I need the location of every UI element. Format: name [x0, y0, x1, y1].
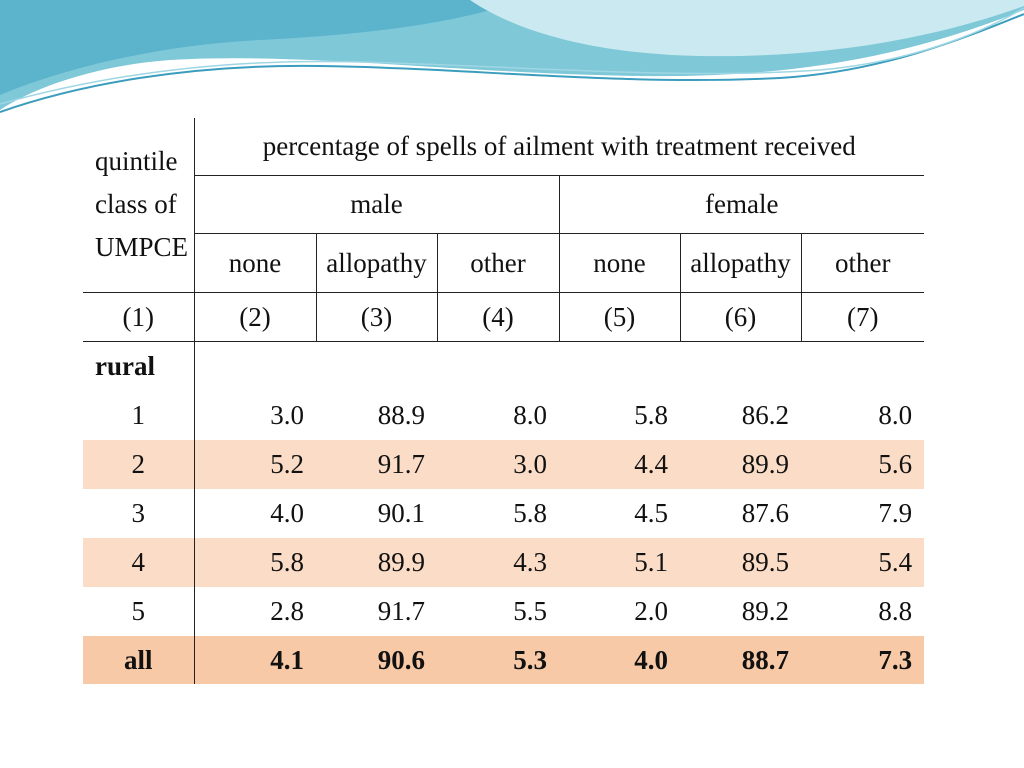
table-cell: 5.8: [634, 400, 668, 430]
group-header-male: male: [194, 175, 560, 234]
table-row: 1 3.0 88.9 8.0 5.8 86.2 8.0: [83, 391, 924, 440]
table-cell: 87.6: [741, 498, 789, 528]
table-cell: 89.5: [680, 538, 801, 587]
table-cell: 5.3: [437, 636, 559, 684]
table-cell: 5.5: [513, 596, 547, 626]
corner-label-line: UMPCE: [95, 232, 189, 262]
table-row: 5 2.8 91.7 5.5 2.0 89.2 8.8: [83, 587, 924, 636]
table-cell: 7.9: [878, 498, 913, 528]
subheader: allopathy: [680, 233, 802, 293]
table-cell: 89.9: [316, 538, 437, 587]
table-cell: 5.1: [559, 538, 680, 587]
column-number: (1): [83, 292, 195, 342]
table-cell: 4.3: [437, 538, 559, 587]
decorative-wave-banner: [0, 0, 1024, 113]
table-cell: 90.6: [316, 636, 437, 684]
table-cell: 8.0: [513, 400, 547, 430]
subheader: none: [194, 233, 317, 293]
corner-label-line: class of: [95, 189, 177, 219]
table-cell: 90.1: [377, 498, 425, 528]
row-label: 4: [83, 538, 195, 587]
table-cell: 2.8: [270, 596, 304, 626]
table-cell: 2.0: [634, 596, 668, 626]
header-row-title: quintile class of UMPCE percentage of sp…: [83, 118, 925, 293]
treatment-table-container: quintile class of UMPCE percentage of sp…: [83, 118, 925, 684]
header-row-column-numbers: (1) (2) (3) (4) (5) (6) (7): [83, 292, 925, 342]
table-cell: 5.4: [801, 538, 925, 587]
table-cell: 91.7: [316, 440, 437, 489]
column-number: (3): [316, 292, 438, 342]
column-number: (6): [680, 292, 802, 342]
section-label: rural: [83, 341, 195, 391]
table-cell: 8.8: [878, 596, 913, 626]
table-cell: 4.0: [270, 498, 304, 528]
table-cell: 3.0: [270, 400, 304, 430]
header-row-groups: male female: [83, 175, 925, 234]
table-cell: 5.8: [194, 538, 316, 587]
table-row: 2 5.2 91.7 3.0 4.4 89.9 5.6: [83, 440, 925, 489]
table-cell: 5.6: [801, 440, 925, 489]
header-row-subheaders: none allopathy other none allopathy othe…: [83, 233, 925, 293]
subheader: allopathy: [316, 233, 438, 293]
row-label: all: [83, 636, 195, 684]
row-label: 5: [83, 587, 195, 636]
subheader: none: [559, 233, 681, 293]
corner-label-line: quintile: [95, 146, 178, 176]
table-cell: 91.7: [377, 596, 425, 626]
subheader: other: [437, 233, 560, 293]
section-row-rural: rural: [83, 341, 924, 391]
column-number: (7): [801, 292, 925, 342]
group-header-female: female: [559, 175, 925, 234]
table-cell: 4.5: [634, 498, 668, 528]
table-cell: 86.2: [741, 400, 789, 430]
table-cell: 7.3: [801, 636, 925, 684]
table-cell: 3.0: [437, 440, 559, 489]
table-cell: 89.9: [680, 440, 801, 489]
table-cell: 4.4: [559, 440, 680, 489]
subheader: other: [801, 233, 925, 293]
table-row-total: all 4.1 90.6 5.3 4.0 88.7 7.3: [83, 636, 925, 684]
table-cell: 4.1: [194, 636, 316, 684]
table-row: 4 5.8 89.9 4.3 5.1 89.5 5.4: [83, 538, 925, 587]
table-cell: 4.0: [559, 636, 680, 684]
corner-label: quintile class of UMPCE: [83, 118, 195, 293]
row-label: 3: [83, 489, 195, 538]
table-cell: 5.8: [513, 498, 547, 528]
top-header: percentage of spells of ailment with tre…: [194, 118, 925, 176]
column-number: (2): [194, 292, 317, 342]
table-cell: 5.2: [194, 440, 316, 489]
column-number: (5): [559, 292, 681, 342]
table-cell: 88.7: [680, 636, 801, 684]
treatment-table: quintile class of UMPCE percentage of sp…: [83, 118, 925, 684]
row-label: 2: [83, 440, 195, 489]
table-row: 3 4.0 90.1 5.8 4.5 87.6 7.9: [83, 489, 924, 538]
row-label: 1: [83, 391, 195, 440]
table-cell: 89.2: [741, 596, 789, 626]
table-cell: 88.9: [377, 400, 425, 430]
column-number: (4): [437, 292, 560, 342]
table-cell: 8.0: [878, 400, 913, 430]
